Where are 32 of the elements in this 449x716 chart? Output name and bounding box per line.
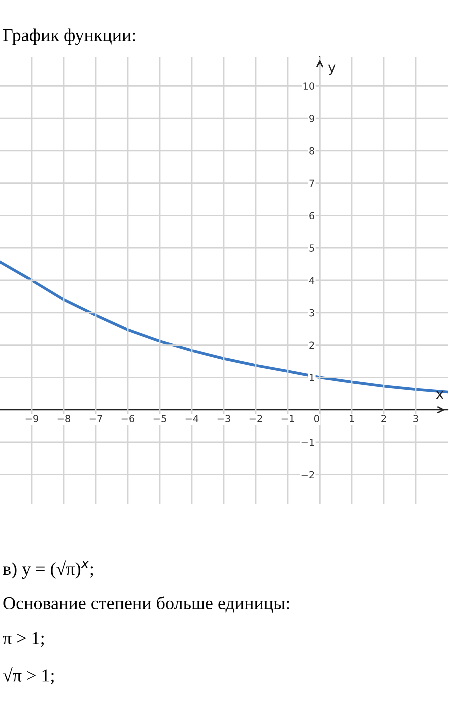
x-tick-label: −2 (250, 415, 262, 422)
y-tick-label: 2 (310, 342, 314, 349)
x-tick-label: −7 (90, 415, 102, 422)
x-tick-label: 0 (314, 415, 320, 422)
x-tick-label: 2 (382, 415, 386, 422)
x-axis-title: x (436, 391, 444, 400)
y-tick-label: −1 (302, 439, 314, 446)
chart-title: График функции: (4, 28, 136, 46)
y-tick-label: 4 (309, 277, 315, 284)
y-tick-label: 6 (310, 212, 315, 220)
y-tick-label: 5 (310, 244, 314, 252)
x-tick-label: −4 (186, 415, 199, 422)
x-tick-label: −9 (26, 415, 38, 422)
x-tick-label: −8 (58, 415, 70, 422)
x-tick-label: −1 (282, 415, 294, 422)
text: в) y = (√π)$^{x}$; (3, 560, 94, 579)
text: √π > 1; (3, 667, 54, 684)
y-tick-label: 10 (304, 82, 314, 90)
x-tick-label: −6 (122, 415, 135, 422)
y-tick-label: 8 (310, 147, 314, 155)
x-tick-label: −3 (218, 415, 230, 422)
text: π > 1; (3, 632, 44, 648)
x-tick-label: 1 (350, 415, 354, 422)
y-tick-label: 3 (310, 309, 314, 317)
y-tick-label: 9 (310, 115, 314, 122)
text: Основание степени больше единицы: (4, 596, 290, 613)
y-axis-title: y (328, 64, 336, 76)
y-tick-label: 1 (310, 374, 314, 382)
y-tick-label: 7 (310, 180, 314, 188)
x-tick-label: −5 (154, 415, 166, 422)
y-tick-label: −2 (302, 471, 314, 479)
x-tick-label: 3 (414, 415, 418, 422)
